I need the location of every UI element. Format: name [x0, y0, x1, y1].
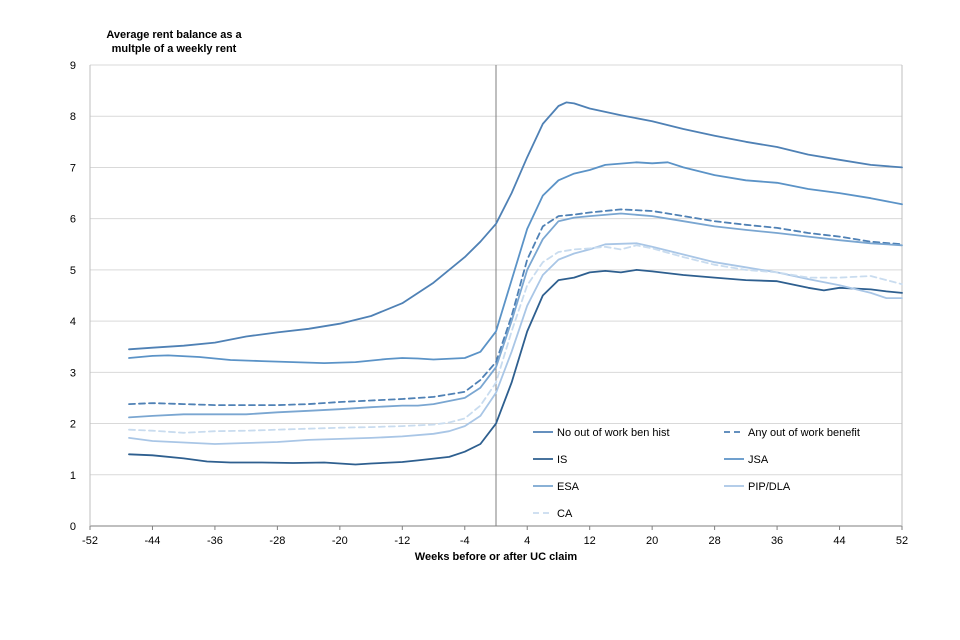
y-tick-label: 2	[70, 419, 76, 431]
legend-label: JSA	[748, 454, 769, 466]
x-axis-ticks: -52 -44 -36 -28 -20 -12 -4 4 12 20 28 36 44 52	[82, 526, 908, 547]
series-line-jsa	[128, 161, 903, 364]
x-tick-label: -12	[394, 535, 410, 547]
y-axis-title-line-1: Average rent balance as a	[106, 29, 242, 41]
x-tick-label: 20	[646, 535, 658, 547]
x-tick-label: 52	[896, 535, 908, 547]
y-axis-title: Average rent balance as a multple of a w…	[74, 28, 274, 56]
x-tick-label: 12	[584, 535, 596, 547]
y-tick-label: 6	[70, 214, 76, 226]
y-tick-label: 1	[70, 470, 76, 482]
x-tick-label: 4	[524, 535, 530, 547]
y-tick-label: 7	[70, 162, 76, 174]
x-tick-label: 36	[771, 535, 783, 547]
x-tick-label: -20	[332, 535, 348, 547]
series-line-ca	[128, 244, 903, 434]
legend-label: Any out of work benefit	[748, 427, 860, 439]
x-tick-label: -52	[82, 535, 98, 547]
axes	[89, 65, 903, 527]
y-axis-title-line-2: multple of a weekly rent	[111, 43, 237, 55]
series-lines	[128, 101, 903, 466]
legend-label: PIP/DLA	[748, 481, 791, 493]
legend: No out of work ben hist Any out of work b…	[533, 427, 860, 520]
series-line-esa	[128, 212, 903, 419]
y-tick-label: 3	[70, 367, 76, 379]
x-axis-title: Weeks before or after UC claim	[415, 551, 578, 563]
y-tick-label: 0	[70, 521, 76, 533]
x-tick-label: 44	[833, 535, 845, 547]
y-tick-label: 5	[70, 265, 76, 277]
x-tick-label: -44	[145, 535, 161, 547]
series-line-no-out-of-work-ben-hist	[128, 101, 903, 351]
legend-label: No out of work ben hist	[557, 427, 670, 439]
y-tick-label: 9	[70, 60, 76, 72]
y-tick-label: 4	[70, 316, 76, 328]
x-tick-label: 28	[708, 535, 720, 547]
series-line-any-out-of-work-benefit	[128, 208, 903, 406]
legend-label: IS	[557, 454, 567, 466]
y-tick-label: 8	[70, 111, 76, 123]
x-tick-label: -36	[207, 535, 223, 547]
x-tick-label: -28	[269, 535, 285, 547]
y-axis-ticks: 0 1 2 3 4 5 6 7 8 9	[70, 60, 76, 533]
legend-label: CA	[557, 508, 573, 520]
x-tick-label: -4	[460, 535, 470, 547]
series-line-is	[128, 269, 903, 466]
legend-label: ESA	[557, 481, 580, 493]
